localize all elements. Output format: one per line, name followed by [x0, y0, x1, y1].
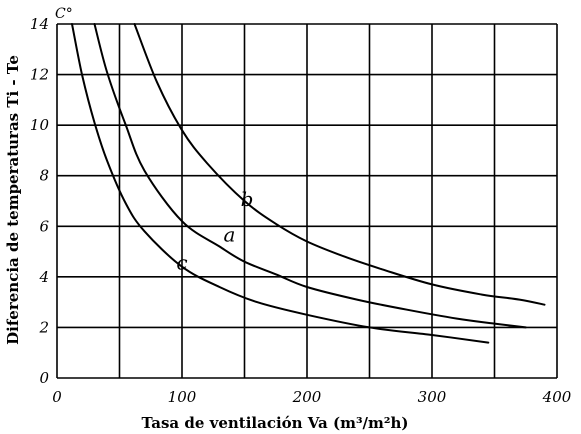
curve-label-b: b — [241, 187, 254, 211]
x-tick-label: 100 — [168, 388, 197, 406]
y-tick-label: 14 — [30, 15, 49, 33]
curve-label-c: c — [176, 250, 187, 274]
x-axis-title: Tasa de ventilación Va (m³/m²h) — [142, 414, 409, 432]
y-unit-label: C° — [55, 6, 73, 22]
x-tick-label: 0 — [52, 388, 62, 406]
x-tick-label: 400 — [542, 388, 572, 406]
y-tick-label: 10 — [30, 116, 50, 134]
grid — [56, 23, 558, 379]
y-tick-label: 2 — [38, 318, 49, 336]
tick-labels: 0 100 200 300 400 0 2 4 6 8 10 12 14 — [30, 15, 572, 406]
y-axis-title: Diferencia de temperaturas Ti - Te — [4, 55, 22, 345]
curve-labels: ba c — [176, 187, 253, 274]
y-tick-label: 6 — [39, 217, 49, 235]
series-line-b — [133, 23, 546, 306]
series-line-c — [71, 23, 490, 344]
curve-label-a: a — [224, 222, 236, 246]
y-tick-label: 4 — [38, 268, 49, 286]
y-tick-label: 8 — [39, 167, 49, 185]
series-line-a — [93, 23, 527, 329]
curves — [71, 23, 546, 344]
y-tick-label: 12 — [30, 66, 49, 84]
x-tick-label: 300 — [418, 388, 447, 406]
x-tick-label: 200 — [292, 388, 322, 406]
y-tick-label: 0 — [39, 369, 49, 387]
